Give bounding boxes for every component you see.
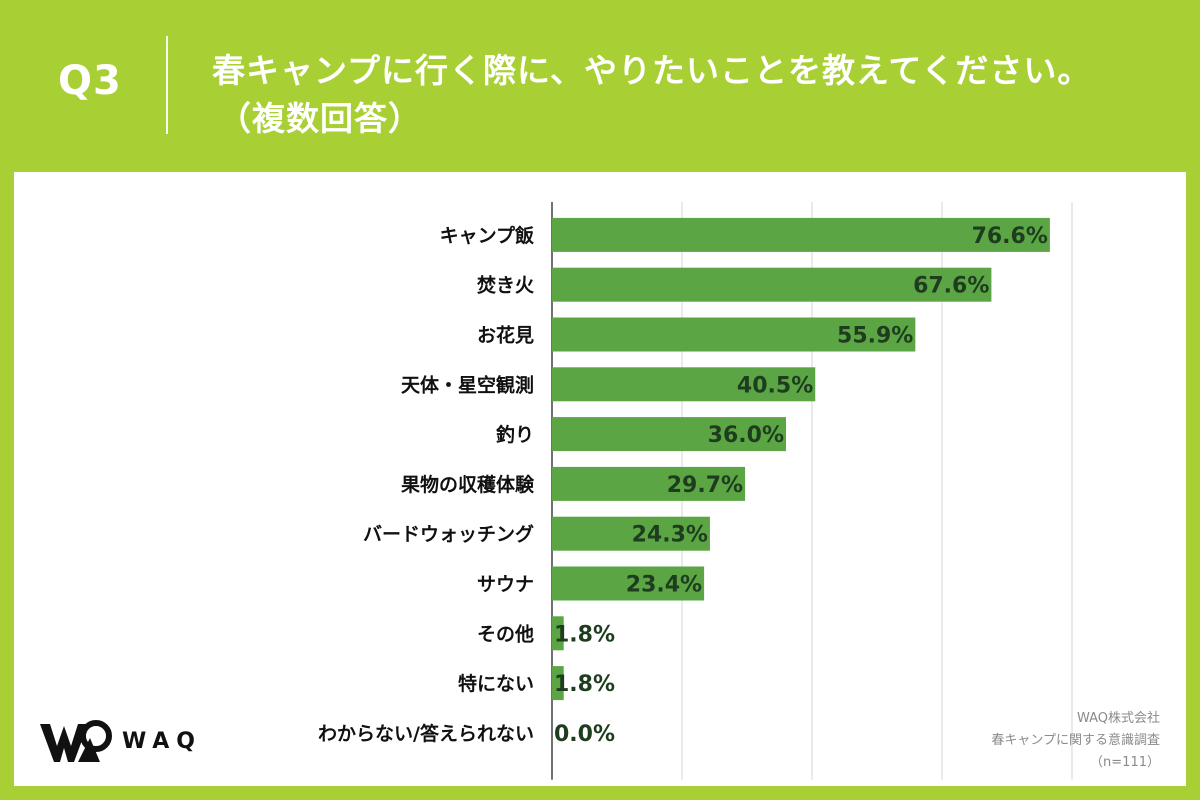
question-number: Q3 <box>58 58 122 104</box>
chart-panel: キャンプ飯 76.6% 焚き火 67.6% お花見 55.9% 天体・星空観測 40.5% 釣り… <box>14 172 1186 786</box>
company-name: WAQ株式会社 <box>1076 711 1160 726</box>
bar <box>552 317 916 352</box>
bar-chart: キャンプ飯 76.6% 焚き火 67.6% お花見 55.9% 天体・星空観測 40.5% 釣り… <box>318 202 1073 780</box>
question-subtitle: （複数回答） <box>218 99 422 138</box>
category-label: 焚き火 <box>477 275 535 297</box>
category-label: キャンプ飯 <box>440 224 534 247</box>
category-label: バードウォッチング <box>363 523 534 546</box>
header: Q3 春キャンプに行く際に、やりたいことを教えてください。 （複数回答） <box>0 0 1200 170</box>
logo-text: WAQ <box>122 728 203 754</box>
bar <box>552 616 564 651</box>
value-label: 55.9% <box>837 324 913 349</box>
category-label: お花見 <box>477 324 534 347</box>
bar <box>552 466 746 501</box>
value-label: 40.5% <box>737 373 813 398</box>
value-label: 1.8% <box>554 622 615 647</box>
value-label: 76.6% <box>972 224 1048 249</box>
bar <box>552 566 705 601</box>
value-label: 36.0% <box>708 423 784 448</box>
category-label: 天体・星空観測 <box>401 373 534 396</box>
waq-logo-icon <box>40 720 112 762</box>
survey-name: 春キャンプに関する意識調査 <box>991 733 1160 748</box>
category-label: わからない/答えられない <box>318 722 534 745</box>
bar <box>552 666 564 701</box>
bar <box>552 367 816 402</box>
category-label: 釣り <box>496 423 534 446</box>
value-label: 29.7% <box>667 473 743 498</box>
sample-size: （n=111） <box>1090 755 1160 770</box>
waq-logo: WAQ <box>40 718 202 764</box>
value-label: 23.4% <box>626 573 702 598</box>
category-label: その他 <box>477 622 534 645</box>
bar <box>552 217 1050 252</box>
bar <box>552 516 710 551</box>
category-label: 特にない <box>458 673 534 695</box>
bar <box>552 267 992 302</box>
header-divider <box>166 36 168 134</box>
value-label: 0.0% <box>554 722 615 747</box>
category-label: 果物の収穫体験 <box>400 473 535 496</box>
value-label: 67.6% <box>913 274 989 299</box>
source-note: WAQ株式会社 春キャンプに関する意識調査 （n=111） <box>991 708 1160 774</box>
value-label: 24.3% <box>632 523 708 548</box>
category-label: サウナ <box>477 574 534 596</box>
value-label: 1.8% <box>554 672 615 697</box>
question-title: 春キャンプに行く際に、やりたいことを教えてください。 <box>212 51 1092 90</box>
bar <box>552 417 786 452</box>
